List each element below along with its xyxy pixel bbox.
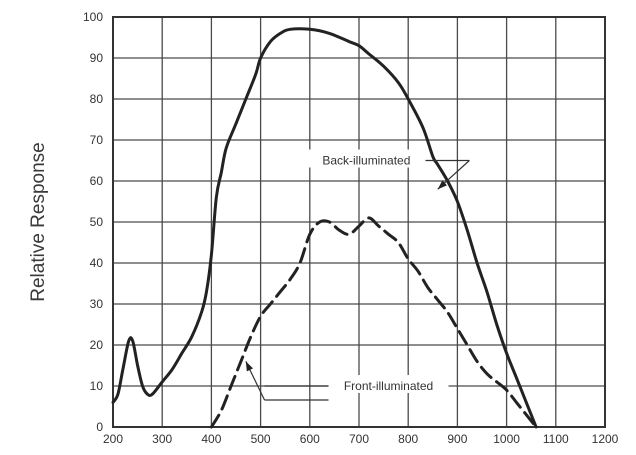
annotation-label-bg: [328, 375, 449, 393]
plot-frame: [112, 16, 606, 428]
x-tick-label: 200: [103, 432, 123, 446]
annotation-label: Back-illuminated: [322, 154, 410, 168]
series-layer: [111, 27, 538, 429]
y-tick-label: 20: [90, 338, 104, 352]
y-tick-label: 60: [90, 174, 104, 188]
y-tick-label: 90: [90, 51, 104, 65]
y-tick-label: 40: [90, 256, 104, 270]
y-axis-label: Relative Response: [28, 142, 49, 301]
x-tick-label: 900: [447, 432, 467, 446]
x-tick-label: 600: [300, 432, 320, 446]
y-tick-label: 100: [83, 10, 103, 24]
x-tick-label: 1200: [592, 432, 619, 446]
y-tick-label: 50: [90, 215, 104, 229]
y-tick-label: 30: [90, 297, 104, 311]
annotation-arrowhead: [245, 361, 254, 372]
x-tick-label: 1100: [543, 432, 569, 446]
y-tick-label: 0: [96, 420, 103, 434]
axes: 200 300 400 500 600 700 800 900 1000 1100 1200 0 10 2…: [83, 10, 619, 446]
annotation-label-bg: [307, 149, 426, 168]
y-tick-label: 70: [90, 133, 104, 147]
x-tick-label: 1000: [493, 432, 520, 446]
x-tick-label: 800: [398, 432, 418, 446]
series-line-back-illuminated: [111, 27, 538, 429]
series-line-front-illuminated: [209, 216, 538, 429]
grid: [112, 16, 606, 428]
annotations: Back-illuminated Front-illuminated: [245, 149, 470, 401]
annotation-label: Front-illuminated: [344, 379, 433, 393]
x-tick-label: 500: [251, 432, 271, 446]
x-tick-label: 300: [152, 432, 172, 446]
y-tick-label: 10: [90, 379, 104, 393]
x-tick-label: 400: [201, 432, 221, 446]
annotation-arrowhead: [437, 180, 447, 190]
x-tick-label: 700: [349, 432, 369, 446]
y-tick-label: 80: [90, 92, 104, 106]
